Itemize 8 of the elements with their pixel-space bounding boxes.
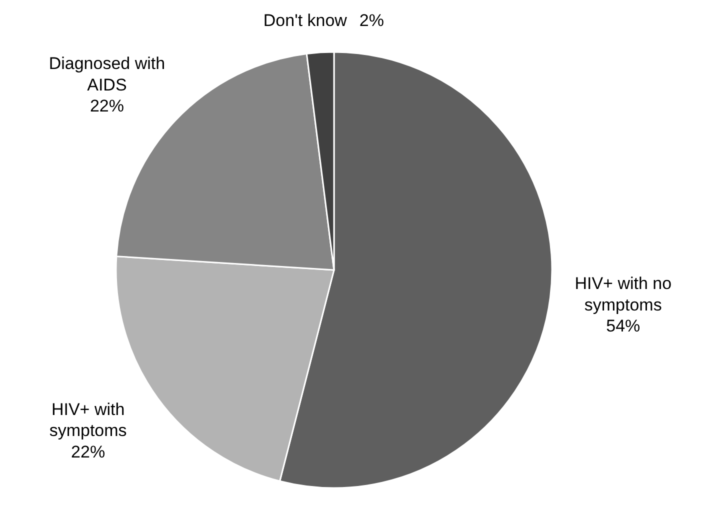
data-label: 2% [359, 11, 384, 30]
slice-label: Don't know [263, 11, 348, 30]
slice-label: HIV+ with symptoms [49, 400, 127, 440]
data-label: 54% [606, 316, 640, 336]
data-label: 22% [71, 442, 106, 462]
slice-label: HIV+ with no symptoms [574, 274, 672, 314]
data-label: 22% [90, 96, 124, 116]
slice-label: Diagnosed with AIDS [48, 54, 166, 94]
